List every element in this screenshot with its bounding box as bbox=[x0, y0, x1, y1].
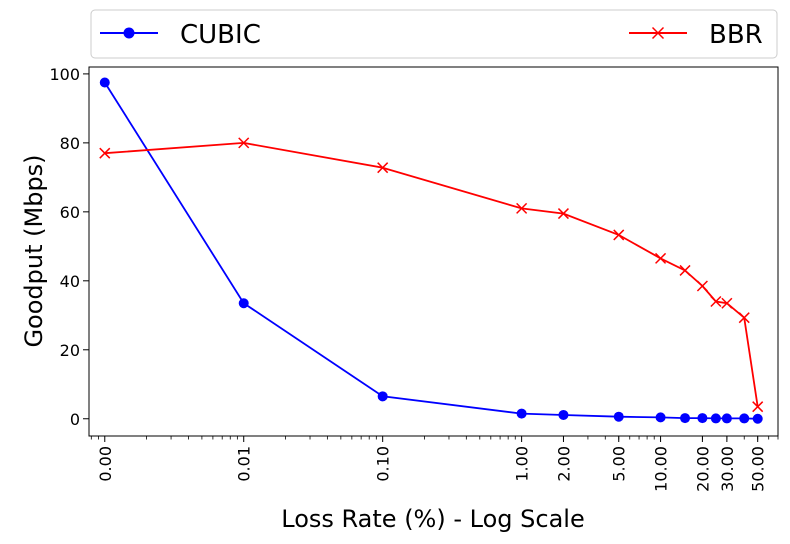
x-tick-label: 0.10 bbox=[374, 446, 393, 482]
data-point-cubic bbox=[377, 391, 388, 402]
y-axis-label: Goodput (Mbps) bbox=[20, 154, 48, 347]
x-tick-label: 30.00 bbox=[718, 446, 737, 492]
legend-marker-bbr bbox=[651, 26, 665, 40]
data-point-bbr bbox=[516, 202, 528, 214]
series-line-bbr bbox=[104, 141, 759, 407]
legend: CUBIC BBR bbox=[90, 9, 778, 59]
data-point-cubic bbox=[558, 409, 569, 420]
data-point-bbr bbox=[99, 147, 111, 159]
data-point-cubic bbox=[697, 413, 708, 424]
data-point-bbr bbox=[710, 295, 722, 308]
data-point-cubic bbox=[739, 413, 750, 424]
data-point-bbr bbox=[696, 280, 708, 292]
x-tick-label: 10.00 bbox=[652, 446, 671, 492]
x-tick-label: 1.00 bbox=[513, 446, 532, 482]
x-tick-label: 0.00 bbox=[96, 446, 115, 482]
data-point-bbr bbox=[752, 401, 764, 413]
data-point-bbr bbox=[613, 229, 625, 241]
x-tick-label: 0.01 bbox=[235, 446, 254, 482]
data-point-cubic bbox=[238, 298, 249, 309]
data-point-cubic bbox=[710, 413, 721, 424]
data-point-cubic bbox=[613, 411, 624, 422]
y-tick-label: 40 bbox=[60, 272, 80, 291]
legend-marker-cubic bbox=[123, 27, 135, 39]
y-tick-label: 60 bbox=[60, 203, 80, 222]
legend-box bbox=[90, 9, 778, 59]
x-tick-label: 5.00 bbox=[610, 446, 629, 482]
data-point-bbr bbox=[238, 137, 250, 149]
x-tick-label: 2.00 bbox=[554, 446, 573, 482]
data-point-bbr bbox=[679, 264, 691, 276]
y-tick-label: 0 bbox=[70, 410, 80, 429]
data-point-bbr bbox=[377, 162, 389, 174]
x-tick-label: 50.00 bbox=[749, 446, 768, 492]
x-axis-label: Loss Rate (%) - Log Scale bbox=[281, 505, 584, 533]
data-point-bbr bbox=[738, 312, 750, 324]
data-point-cubic bbox=[516, 408, 527, 419]
data-point-cubic bbox=[680, 413, 691, 424]
series-line-cubic bbox=[104, 82, 758, 420]
plot-frame bbox=[88, 66, 779, 437]
y-tick-label: 20 bbox=[60, 341, 80, 360]
data-point-bbr bbox=[557, 208, 569, 220]
legend-label-cubic: CUBIC bbox=[180, 20, 261, 50]
data-point-cubic bbox=[99, 77, 110, 88]
y-tick-label: 80 bbox=[60, 134, 80, 153]
data-point-cubic bbox=[752, 413, 763, 424]
y-tick-label: 100 bbox=[49, 65, 80, 84]
plot-area: 0.00 0.01 0.10 1.00 2.00 5.00 10.00 20.00 30.00 5… bbox=[49, 65, 779, 492]
data-point-bbr bbox=[655, 252, 667, 264]
data-point-bbr bbox=[721, 297, 733, 309]
data-point-cubic bbox=[721, 413, 732, 424]
legend-label-bbr: BBR bbox=[709, 20, 763, 50]
legend-marker-bbr-x bbox=[651, 26, 665, 40]
data-point-cubic bbox=[655, 412, 666, 423]
x-tick-label: 20.00 bbox=[693, 446, 712, 492]
